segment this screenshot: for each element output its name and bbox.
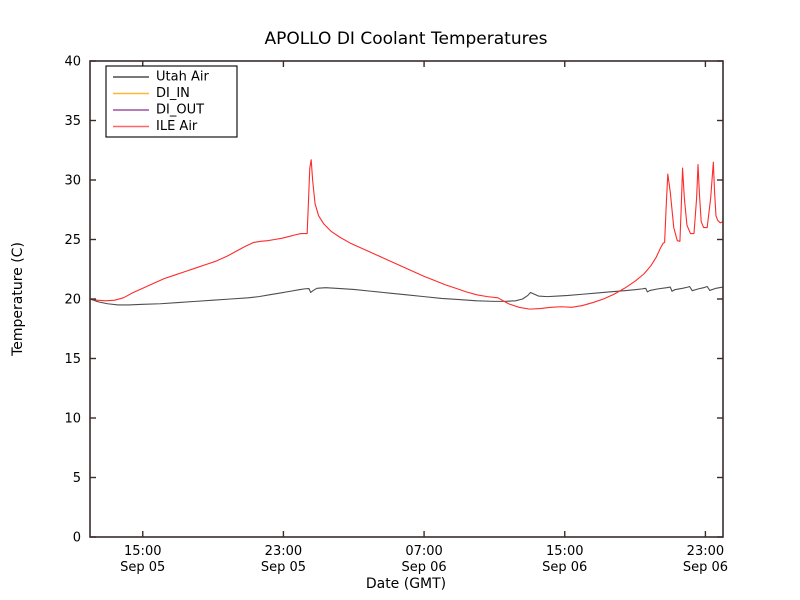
- x-tick-label-date: Sep 06: [401, 560, 446, 575]
- plot-frame: [89, 60, 724, 538]
- x-tick-label-time: 23:00: [687, 544, 724, 559]
- x-tick-label-date: Sep 06: [683, 560, 728, 575]
- series-line-ile-air: [90, 159, 723, 310]
- x-tick-label-date: Sep 06: [542, 560, 587, 575]
- y-tick-label: 35: [64, 114, 81, 129]
- y-tick-label: 10: [64, 412, 81, 427]
- legend-label-di-in[interactable]: DI_IN: [156, 86, 190, 101]
- y-tick-label: 20: [64, 293, 81, 308]
- legend-label-ile-air[interactable]: ILE Air: [156, 119, 198, 134]
- chart-title: APOLLO DI Coolant Temperatures: [264, 29, 547, 49]
- legend-label-di-out[interactable]: DI_OUT: [156, 103, 204, 118]
- x-tick-label-time: 15:00: [124, 544, 161, 559]
- y-tick-label: 0: [73, 531, 81, 546]
- series-group: [90, 159, 723, 310]
- x-tick-label-time: 15:00: [546, 544, 583, 559]
- x-tick-label-date: Sep 05: [261, 560, 306, 575]
- y-tick-label: 5: [73, 471, 81, 486]
- y-tick-label: 30: [64, 174, 81, 189]
- x-tick-label-time: 07:00: [405, 544, 442, 559]
- x-axis-label: Date (GMT): [366, 576, 446, 592]
- y-tick-label: 25: [64, 233, 81, 248]
- x-tick-label-date: Sep 05: [120, 560, 165, 575]
- y-tick-label: 40: [64, 55, 81, 70]
- x-tick-label-time: 23:00: [265, 544, 302, 559]
- legend-box: [105, 65, 238, 138]
- y-axis-label: Temperature (C): [10, 242, 26, 357]
- series-line-utah-air: [90, 285, 723, 306]
- legend-label-utah-air[interactable]: Utah Air: [156, 70, 209, 85]
- y-tick-label: 15: [64, 352, 81, 367]
